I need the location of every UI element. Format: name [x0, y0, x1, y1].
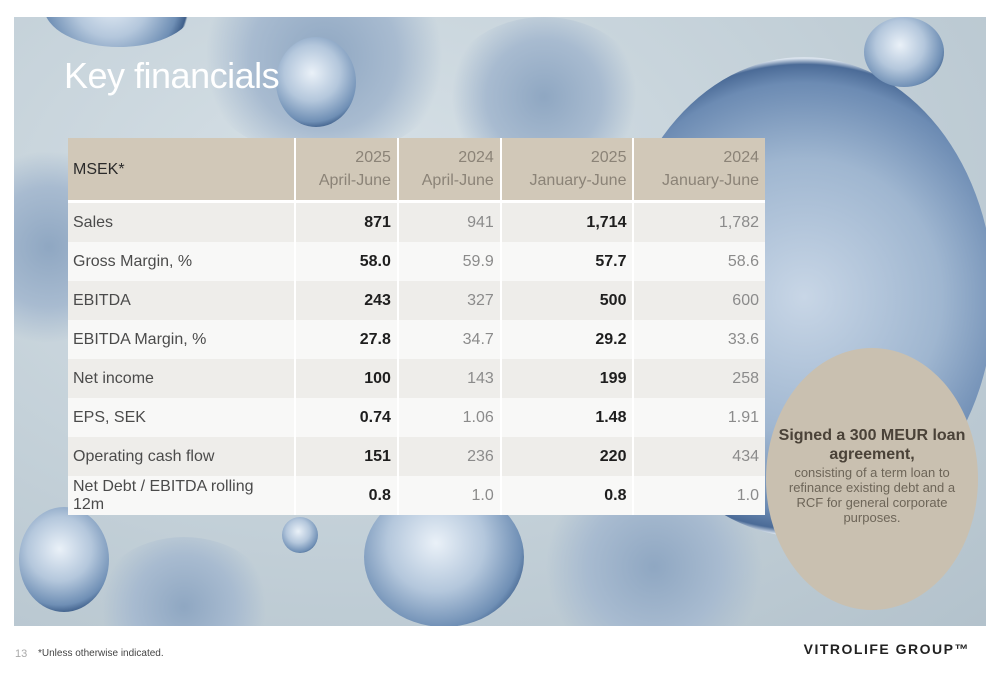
cell-value: 151: [295, 437, 399, 476]
row-label: EPS, SEK: [68, 398, 296, 437]
row-label: EBITDA: [68, 281, 296, 320]
cell-value: 58.6: [633, 242, 765, 281]
cell-value: 1.0: [633, 476, 765, 515]
table-row: EBITDA Margin, % 27.8 34.7 29.2 33.6: [68, 320, 765, 359]
cell-value: 29.2: [500, 320, 635, 359]
column-header: 2024 April-June: [397, 138, 502, 202]
cell-value: 0.8: [500, 476, 635, 515]
cell-value: 1.0: [397, 476, 502, 515]
cell-value: 1.48: [500, 398, 635, 437]
page-number: 13: [15, 648, 28, 660]
table-header-row: MSEK* 2025 April-June 2024 April-June 2025…: [68, 138, 765, 202]
row-label: Operating cash flow: [68, 437, 296, 476]
cell-value: 600: [633, 281, 765, 320]
callout-body: consisting of a term loan to refinance e…: [788, 465, 956, 525]
table-label-header: MSEK*: [68, 138, 296, 202]
cell-value: 941: [397, 201, 502, 242]
background-cell-image: [94, 537, 274, 626]
table-row: Gross Margin, % 58.0 59.9 57.7 58.6: [68, 242, 765, 281]
loan-callout-circle: Signed a 300 MEUR loan agreement, consis…: [766, 348, 978, 610]
cell-value: 100: [295, 359, 399, 398]
cell-value: 57.7: [500, 242, 635, 281]
table-row: EBITDA 243 327 500 600: [68, 281, 765, 320]
company-logo: VITROLIFE GROUP™: [803, 641, 970, 657]
column-header: 2025 April-June: [295, 138, 399, 202]
table-row: Sales 871 941 1,714 1,782: [68, 201, 765, 242]
row-label: Gross Margin, %: [68, 242, 296, 281]
cell-value: 33.6: [633, 320, 765, 359]
table-row: Net Debt / EBITDA rolling 12m 0.8 1.0 0.…: [68, 476, 765, 515]
cell-value: 236: [397, 437, 502, 476]
background-cell-image: [276, 37, 356, 127]
background-cell-image: [19, 507, 109, 612]
cell-value: 327: [397, 281, 502, 320]
page-title: Key financials: [64, 55, 280, 96]
cell-value: 258: [633, 359, 765, 398]
cell-value: 1,714: [500, 201, 635, 242]
cell-value: 1,782: [633, 201, 765, 242]
table-row: Net income 100 143 199 258: [68, 359, 765, 398]
row-label: Net income: [68, 359, 296, 398]
row-label: Net Debt / EBITDA rolling 12m: [68, 476, 296, 515]
cell-value: 500: [500, 281, 635, 320]
cell-value: 0.74: [295, 398, 399, 437]
column-header: 2024 January-June: [633, 138, 765, 202]
footnote: *Unless otherwise indicated.: [38, 648, 164, 659]
row-label: Sales: [68, 201, 296, 242]
cell-value: 143: [397, 359, 502, 398]
cell-value: 1.91: [633, 398, 765, 437]
cell-value: 243: [295, 281, 399, 320]
cell-value: 58.0: [295, 242, 399, 281]
row-label: EBITDA Margin, %: [68, 320, 296, 359]
slide-background: Key financials MSEK* 2025 April-June 2024…: [14, 17, 986, 626]
financials-table: MSEK* 2025 April-June 2024 April-June 2025…: [68, 138, 765, 515]
cell-value: 220: [500, 437, 635, 476]
cell-value: 59.9: [397, 242, 502, 281]
cell-value: 434: [633, 437, 765, 476]
column-header: 2025 January-June: [500, 138, 635, 202]
background-cell-image: [44, 17, 194, 47]
table-row: Operating cash flow 151 236 220 434: [68, 437, 765, 476]
background-cell-image: [864, 17, 944, 87]
callout-headline: Signed a 300 MEUR loan agreement,: [778, 427, 966, 463]
background-cell-image: [282, 517, 318, 553]
cell-value: 27.8: [295, 320, 399, 359]
cell-value: 0.8: [295, 476, 399, 515]
cell-value: 199: [500, 359, 635, 398]
cell-value: 34.7: [397, 320, 502, 359]
cell-value: 1.06: [397, 398, 502, 437]
cell-value: 871: [295, 201, 399, 242]
table-row: EPS, SEK 0.74 1.06 1.48 1.91: [68, 398, 765, 437]
